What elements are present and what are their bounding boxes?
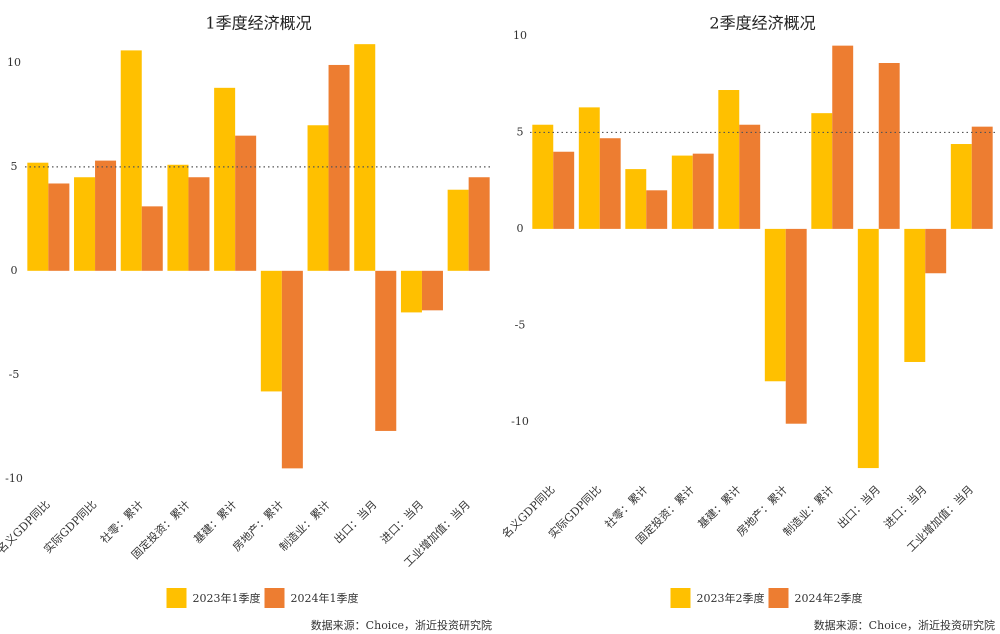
bar: [375, 270, 397, 431]
bar: [950, 144, 972, 229]
bar: [971, 126, 993, 229]
y-tick-label: -5: [9, 368, 20, 381]
y-tick-label: 10: [513, 29, 527, 42]
bar: [671, 155, 693, 229]
bar: [718, 90, 740, 229]
x-tick-label: 出口：当月: [834, 482, 883, 531]
bar: [468, 177, 490, 271]
bar: [27, 162, 49, 271]
bar: [421, 270, 443, 311]
bar: [48, 183, 70, 271]
legend-label: 2024年1季度: [291, 591, 359, 605]
bar: [120, 50, 142, 271]
legend-label: 2023年1季度: [193, 591, 261, 605]
bar: [328, 64, 350, 271]
bar: [400, 270, 422, 313]
bar: [785, 228, 807, 424]
source-note: 数据来源：Choice，浙近投资研究院: [814, 618, 995, 632]
legend-label: 2023年2季度: [697, 591, 765, 605]
bar: [74, 177, 96, 271]
bar: [214, 87, 236, 271]
x-tick-label: 基建：累计: [695, 482, 744, 531]
y-tick-label: -5: [515, 318, 526, 331]
y-tick-label: 10: [7, 56, 21, 69]
y-tick-label: 5: [11, 160, 18, 173]
y-tick-label: 5: [517, 125, 524, 138]
bar: [307, 125, 329, 271]
source-note: 数据来源：Choice，浙近投资研究院: [311, 618, 492, 632]
y-tick-label: 0: [517, 222, 524, 235]
chart-title: 2季度经济概况: [709, 14, 815, 33]
bar: [532, 124, 554, 229]
x-tick-label: 进口：当月: [377, 497, 426, 546]
bar: [235, 135, 257, 271]
bar: [281, 270, 303, 469]
bar: [95, 160, 117, 271]
legend-swatch: [264, 588, 285, 608]
bar: [904, 228, 926, 362]
bar: [447, 189, 469, 271]
x-tick-label: 出口：当月: [331, 497, 380, 546]
y-tick-label: -10: [5, 472, 23, 485]
bar: [925, 228, 947, 274]
bar: [692, 153, 714, 229]
bar: [857, 228, 879, 469]
x-tick-label: 社零：累计: [97, 497, 146, 546]
legend-swatch: [670, 588, 691, 608]
chart-title: 1季度经济概况: [205, 14, 311, 33]
bar: [764, 228, 786, 382]
bar: [188, 177, 210, 271]
bar: [832, 45, 854, 229]
bar: [625, 169, 647, 229]
bar: [811, 113, 833, 229]
x-tick-label: 基建：累计: [191, 497, 240, 546]
legend-swatch: [166, 588, 187, 608]
legend-label: 2024年2季度: [795, 591, 863, 605]
bar: [260, 270, 282, 392]
bar: [646, 190, 668, 229]
bar: [553, 151, 575, 229]
x-tick-label: 社零：累计: [602, 482, 651, 531]
x-tick-label: 进口：当月: [881, 482, 930, 531]
legend-swatch: [768, 588, 789, 608]
bar: [167, 164, 189, 271]
bar: [878, 63, 900, 229]
x-tick-label: 制造业：累计: [276, 497, 333, 554]
bar: [354, 44, 376, 271]
y-tick-label: 0: [11, 264, 18, 277]
bar: [578, 107, 600, 229]
bar: [739, 124, 761, 229]
bar: [599, 138, 621, 229]
y-tick-label: -10: [511, 415, 529, 428]
bar: [141, 206, 163, 271]
